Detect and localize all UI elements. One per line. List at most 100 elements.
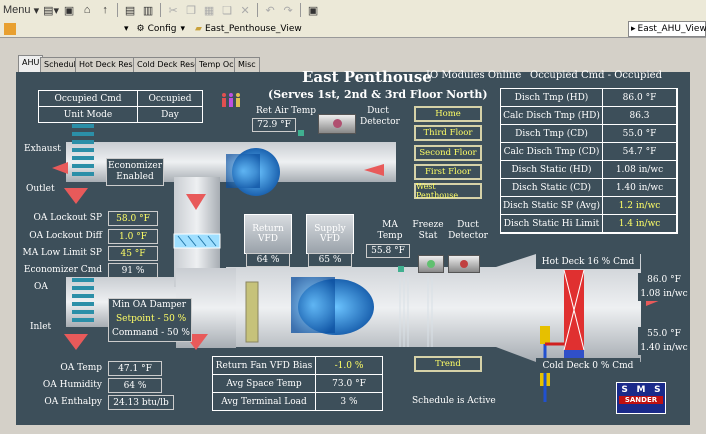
duplicate-icon[interactable]: ❏ bbox=[222, 4, 233, 17]
oa-lockout-sp-label: OA Lockout SP bbox=[33, 213, 102, 223]
coil bbox=[399, 277, 433, 347]
ma-low-limit-sp-label: MA Low Limit SP bbox=[22, 248, 102, 258]
main-toolbar: Menu ▾ ▤▾ ▣ ⌂ ↑ ▤ ▥ ✂ ❐ ▦ ❏ ✕ ↶ ↷ ▣ bbox=[0, 0, 706, 21]
avg-space-temp-value: 73.0 °F bbox=[315, 374, 383, 393]
view-crumb[interactable]: East_Penthouse_View bbox=[204, 23, 302, 34]
return-vfd-value: 64 % bbox=[246, 253, 290, 267]
refresh-icon[interactable]: ▣ bbox=[307, 4, 319, 17]
supply-vfd-box bbox=[306, 214, 354, 254]
disch-row-label: Disch Tmp (HD) bbox=[500, 88, 603, 107]
ma-temp-value: 55.8 °F bbox=[366, 244, 410, 258]
west-penthouse-button[interactable]: West Penthouse bbox=[414, 182, 482, 200]
folder-crumb-icon: ▰ bbox=[195, 23, 202, 34]
separator bbox=[257, 3, 259, 17]
min-oa-setpoint[interactable]: Setpoint - 50 % bbox=[116, 314, 187, 324]
disch-row-label: Disch Tmp (CD) bbox=[500, 124, 603, 143]
oa-temp-value: 47.1 °F bbox=[108, 361, 162, 376]
economizer-status: Economizer Enabled bbox=[106, 158, 164, 186]
oa-lockout-diff-value[interactable]: 1.0 °F bbox=[108, 229, 158, 244]
redo-icon[interactable]: ↷ bbox=[283, 4, 293, 17]
exhaust-louver bbox=[72, 124, 94, 176]
home-button[interactable]: Home bbox=[414, 106, 482, 122]
ahu-graphic: East Penthouse IO Modules Online Occupie… bbox=[16, 68, 690, 425]
crumb-dropdown-icon[interactable]: ▾ bbox=[180, 23, 186, 34]
inlet-label: Inlet bbox=[30, 322, 52, 332]
duct-detector-2-icon bbox=[448, 255, 480, 273]
view-select-value: East_AHU_View bbox=[637, 24, 706, 34]
unit-mode-value: Day bbox=[137, 106, 203, 123]
occupancy-icon bbox=[222, 93, 240, 107]
oa-lockout-diff-label: OA Lockout Diff bbox=[29, 231, 102, 241]
save-as-icon[interactable]: ▥ bbox=[142, 4, 154, 17]
disch-static-hi-limit-value[interactable]: 1.4 in/wc bbox=[602, 214, 677, 233]
exhaust-label: Exhaust bbox=[24, 144, 61, 154]
folder-icon[interactable]: ▣ bbox=[63, 4, 75, 17]
return-vfd-box bbox=[244, 214, 292, 254]
hot-deck-cmd: Hot Deck 16 % Cmd bbox=[536, 254, 640, 269]
save-icon[interactable]: ▤ bbox=[124, 4, 136, 17]
disch-row-value: 1.08 in/wc bbox=[602, 160, 677, 179]
oa-label: OA bbox=[34, 282, 48, 292]
avg-space-temp-label: Avg Space Temp bbox=[212, 374, 316, 393]
avg-terminal-load-value: 3 % bbox=[315, 392, 383, 411]
trend-button[interactable]: Trend bbox=[414, 356, 482, 372]
disch-row-value: 86.0 °F bbox=[602, 88, 677, 107]
logo-text: SANDER bbox=[619, 396, 663, 404]
temp-sensor-icon bbox=[298, 130, 304, 136]
mixing-damper bbox=[173, 233, 221, 249]
unit-mode-label: Unit Mode bbox=[38, 106, 138, 123]
copy-icon[interactable]: ❐ bbox=[186, 4, 197, 17]
hot-deck-temp: 86.0 °F bbox=[638, 273, 690, 287]
cut-icon[interactable]: ✂ bbox=[168, 4, 178, 17]
separator bbox=[160, 3, 162, 17]
disch-row-value: 54.7 °F bbox=[602, 142, 677, 161]
economizer-text: Economizer Enabled bbox=[107, 161, 163, 182]
separator bbox=[117, 3, 119, 17]
disch-row-label: Disch Static (CD) bbox=[500, 178, 603, 197]
page-title: East Penthouse bbox=[302, 68, 432, 86]
min-oa-damper-title: Min OA Damper bbox=[112, 300, 186, 310]
ma-sensor-icon bbox=[398, 266, 404, 272]
return-vfd-label: Return VFD bbox=[252, 224, 284, 244]
freeze-stat-icon bbox=[418, 255, 444, 273]
disch-row-label: Calc Disch Tmp (HD) bbox=[500, 106, 603, 125]
home-icon[interactable]: ⌂ bbox=[83, 4, 91, 16]
third-floor-button[interactable]: Third Floor bbox=[414, 125, 482, 141]
io-status: IO Modules Online bbox=[426, 70, 522, 81]
economizer-cmd-label: Economizer Cmd bbox=[23, 265, 102, 275]
oa-temp-label: OA Temp bbox=[60, 363, 102, 373]
hot-deck-static: 1.08 in/wc bbox=[638, 287, 690, 301]
oa-enthalpy-value: 24.13 btu/lb bbox=[108, 395, 174, 410]
first-floor-button[interactable]: First Floor bbox=[414, 164, 482, 180]
view-icon[interactable]: ▤▾ bbox=[43, 4, 60, 17]
duct-detector-icon bbox=[318, 114, 356, 134]
second-floor-button[interactable]: Second Floor bbox=[414, 145, 482, 161]
paste-icon[interactable]: ▦ bbox=[203, 4, 215, 17]
config-icon: ⚙ bbox=[136, 23, 145, 34]
undo-icon[interactable]: ↶ bbox=[265, 4, 275, 17]
config-crumb[interactable]: Config bbox=[147, 23, 177, 34]
view-select[interactable]: ▸ East_AHU_View ▾ bbox=[628, 21, 706, 37]
occupied-status: Occupied Cmd - Occupied bbox=[530, 70, 662, 81]
menu-button[interactable]: Menu ▾ bbox=[3, 4, 40, 17]
cold-deck-temp: 55.0 °F bbox=[638, 327, 690, 341]
station-dropdown-icon[interactable]: ▾ bbox=[124, 23, 129, 34]
ret-air-temp-value: 72.9 °F bbox=[252, 118, 296, 132]
duct-detector-2-label: Duct Detector bbox=[448, 220, 488, 241]
tab-misc[interactable]: Misc bbox=[234, 57, 260, 72]
disch-static-sp-value[interactable]: 1.2 in/wc bbox=[602, 196, 677, 215]
ma-low-limit-sp-value[interactable]: 45 °F bbox=[108, 246, 158, 261]
oa-lockout-sp-value[interactable]: 58.0 °F bbox=[108, 211, 158, 226]
delete-icon[interactable]: ✕ bbox=[240, 4, 250, 17]
occupied-cmd-label: Occupied Cmd bbox=[38, 90, 138, 107]
supply-fan bbox=[291, 277, 374, 335]
up-icon[interactable]: ↑ bbox=[102, 4, 108, 16]
valve bbox=[540, 326, 564, 402]
nav-bar: ▾ ⚙ Config ▾ ▰ East_Penthouse_View ▸ Eas… bbox=[0, 20, 706, 38]
avg-terminal-load-label: Avg Terminal Load bbox=[212, 392, 316, 411]
disch-row-label: Disch Static Hi Limit bbox=[500, 214, 603, 233]
station-icon[interactable] bbox=[4, 22, 16, 35]
return-fan-vfd-bias-value[interactable]: -1.0 % bbox=[315, 356, 383, 375]
